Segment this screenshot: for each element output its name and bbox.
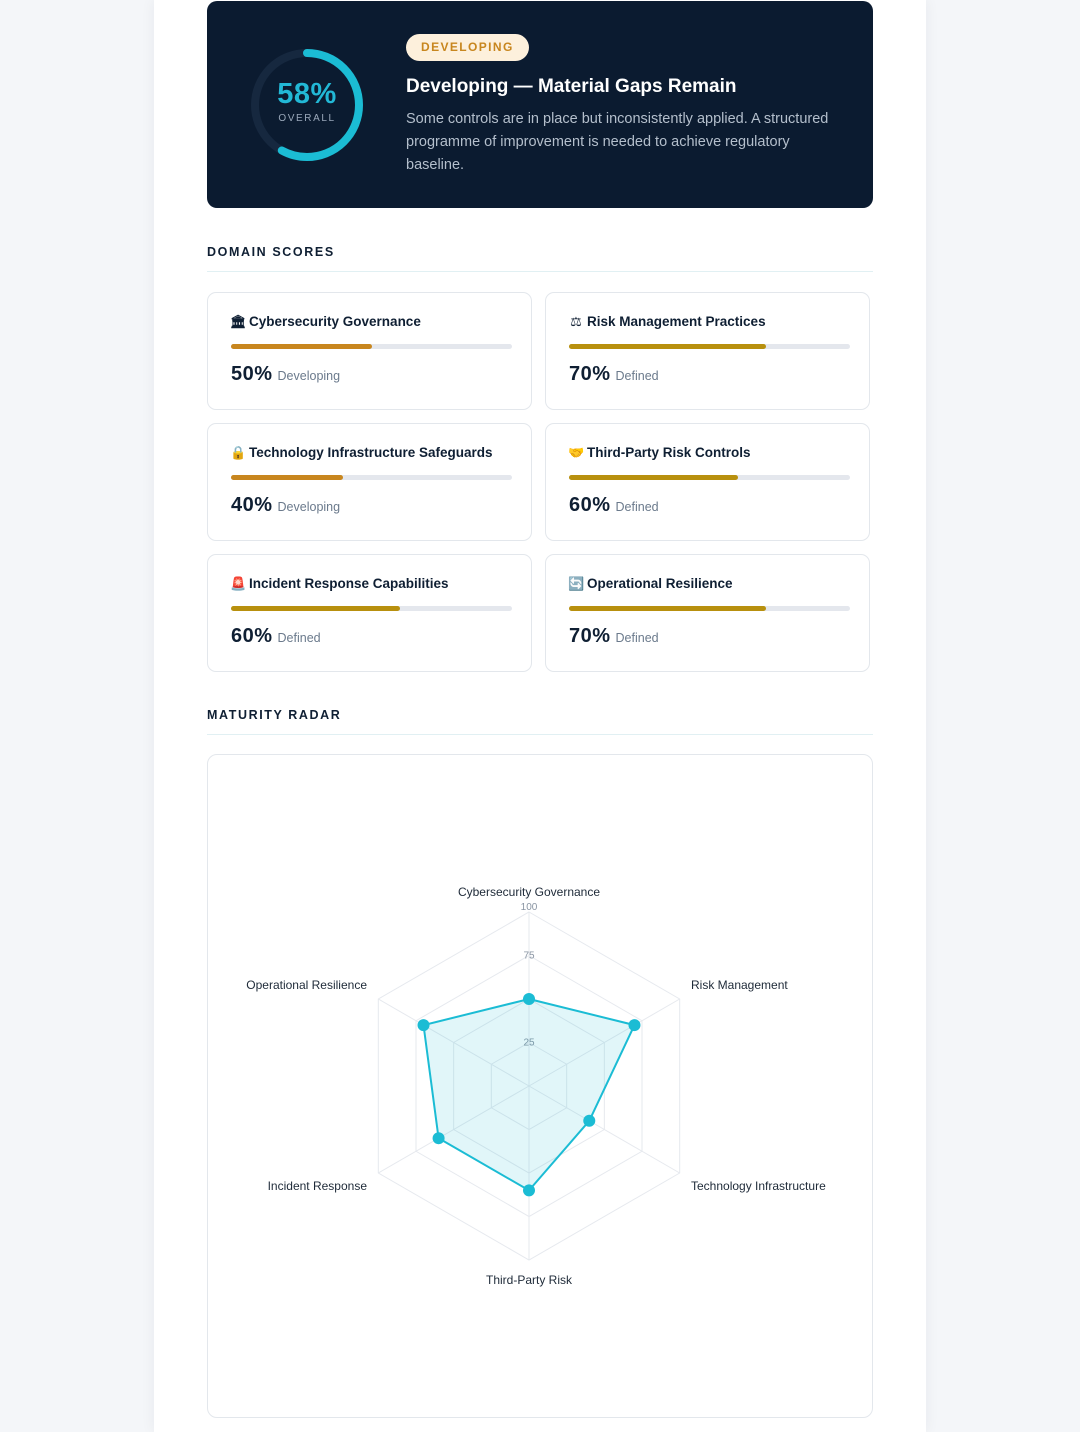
report-page: 58% OVERALL DEVELOPING Developing — Mate… bbox=[154, 0, 926, 1432]
domain-title: Third-Party Risk Controls bbox=[587, 445, 751, 460]
domain-name: 🤝 Third-Party Risk Controls bbox=[568, 445, 751, 461]
domain-score-bar-fill bbox=[569, 606, 766, 611]
domain-score-bar bbox=[569, 344, 850, 349]
domain-score-bar-fill bbox=[231, 475, 344, 480]
radar-spoke bbox=[378, 1085, 530, 1174]
domain-name: ⚖ Risk Management Practices bbox=[568, 314, 766, 330]
domain-score: 50% Developing bbox=[231, 363, 340, 386]
radar-data-point bbox=[583, 1114, 596, 1127]
radar-axis-label: Cybersecurity Governance bbox=[458, 885, 600, 899]
radar-data-point bbox=[432, 1132, 445, 1145]
radar-axis-label: Operational Resilience bbox=[246, 978, 367, 992]
domain-title: Operational Resilience bbox=[587, 576, 733, 591]
domain-card: 🏛 Cybersecurity Governance 50% Developing bbox=[207, 292, 532, 410]
handshake-icon: 🤝 bbox=[568, 445, 585, 460]
radar-spoke bbox=[528, 998, 680, 1087]
domain-title: Cybersecurity Governance bbox=[249, 314, 421, 329]
domain-score: 70% Defined bbox=[569, 625, 659, 648]
domain-card: ⚖ Risk Management Practices 70% Defined bbox=[545, 292, 870, 410]
domain-score-bar bbox=[569, 606, 850, 611]
domain-level: Defined bbox=[615, 631, 659, 645]
radar-tick-label: 100 bbox=[521, 902, 538, 913]
radar-axis-label: Incident Response bbox=[268, 1179, 368, 1193]
overall-summary-banner: 58% OVERALL DEVELOPING Developing — Mate… bbox=[207, 1, 873, 208]
domain-scores-heading: DOMAIN SCORES bbox=[207, 245, 873, 272]
domain-card: 🚨 Incident Response Capabilities 60% Define… bbox=[207, 554, 532, 672]
domain-score-bar-fill bbox=[231, 606, 400, 611]
radar-tick-label: 75 bbox=[523, 951, 535, 962]
domain-title: Risk Management Practices bbox=[587, 314, 766, 329]
domain-percentage: 70% bbox=[569, 363, 611, 385]
domain-title: Technology Infrastructure Safeguards bbox=[249, 445, 493, 460]
domain-score: 70% Defined bbox=[569, 363, 659, 386]
domain-level: Defined bbox=[615, 500, 659, 514]
radar-data-point bbox=[628, 1019, 641, 1032]
domain-score: 40% Developing bbox=[231, 494, 340, 517]
radar-data-point bbox=[523, 1184, 535, 1197]
domain-name: 🚨 Incident Response Capabilities bbox=[230, 576, 449, 592]
domain-score-bar-fill bbox=[569, 475, 738, 480]
domain-level: Defined bbox=[277, 631, 321, 645]
gauge-progress-arc bbox=[251, 49, 363, 161]
domain-card: 🔒 Technology Infrastructure Safeguards 40%… bbox=[207, 423, 532, 541]
radar-spoke bbox=[378, 998, 530, 1087]
domain-name: 🔒 Technology Infrastructure Safeguards bbox=[230, 445, 493, 461]
siren-icon: 🚨 bbox=[230, 576, 247, 591]
domain-card: 🤝 Third-Party Risk Controls 60% Defined bbox=[545, 423, 870, 541]
gauge-ring bbox=[251, 49, 363, 161]
radar-axis-label: Technology Infrastructure bbox=[691, 1179, 826, 1193]
cycle-arrows-icon: 🔄 bbox=[568, 576, 585, 591]
domain-level: Developing bbox=[277, 500, 341, 514]
overall-label: OVERALL bbox=[278, 113, 336, 124]
domain-percentage: 40% bbox=[231, 494, 273, 516]
radar-tick-label: 25 bbox=[523, 1038, 535, 1049]
lock-icon: 🔒 bbox=[230, 445, 247, 460]
radar-axis-label: Third-Party Risk bbox=[486, 1273, 573, 1287]
domain-score-bar-fill bbox=[231, 344, 372, 349]
scales-icon: ⚖ bbox=[570, 314, 582, 329]
maturity-badge: DEVELOPING bbox=[406, 34, 529, 61]
maturity-radar-heading: MATURITY RADAR bbox=[207, 708, 873, 735]
maturity-title: Developing — Material Gaps Remain bbox=[406, 76, 737, 97]
domain-score-bar bbox=[231, 344, 512, 349]
radar-data-point bbox=[523, 993, 535, 1005]
domain-title: Incident Response Capabilities bbox=[249, 576, 449, 591]
domain-percentage: 70% bbox=[569, 625, 611, 647]
bank-icon: 🏛 bbox=[230, 314, 247, 329]
domain-percentage: 50% bbox=[231, 363, 273, 385]
domain-score: 60% Defined bbox=[569, 494, 659, 517]
domain-level: Defined bbox=[615, 369, 659, 383]
radar-axis-label: Risk Management bbox=[691, 978, 788, 992]
domain-level: Developing bbox=[277, 369, 341, 383]
radar-spoke bbox=[528, 1085, 680, 1174]
overall-gauge: 58% OVERALL bbox=[247, 45, 367, 165]
domain-score-bar bbox=[231, 606, 512, 611]
radar-series-area bbox=[422, 997, 636, 1192]
domain-name: 🔄 Operational Resilience bbox=[568, 576, 733, 592]
maturity-radar-card: 25 75 100 Cybersecurity Governance Risk Mana… bbox=[207, 754, 873, 1418]
domain-percentage: 60% bbox=[231, 625, 273, 647]
overall-percentage: 58% bbox=[277, 78, 337, 110]
domain-score-bar-fill bbox=[569, 344, 766, 349]
radar-data-point bbox=[417, 1019, 430, 1032]
maturity-radar-chart: 25 75 100 Cybersecurity Governance Risk Mana… bbox=[246, 885, 826, 1287]
domain-score: 60% Defined bbox=[231, 625, 321, 648]
domain-score-bar bbox=[569, 475, 850, 480]
domain-percentage: 60% bbox=[569, 494, 611, 516]
domain-name: 🏛 Cybersecurity Governance bbox=[230, 314, 421, 330]
maturity-description: Some controls are in place but inconsist… bbox=[406, 111, 829, 173]
domain-card: 🔄 Operational Resilience 70% Defined bbox=[545, 554, 870, 672]
domain-score-bar bbox=[231, 475, 512, 480]
